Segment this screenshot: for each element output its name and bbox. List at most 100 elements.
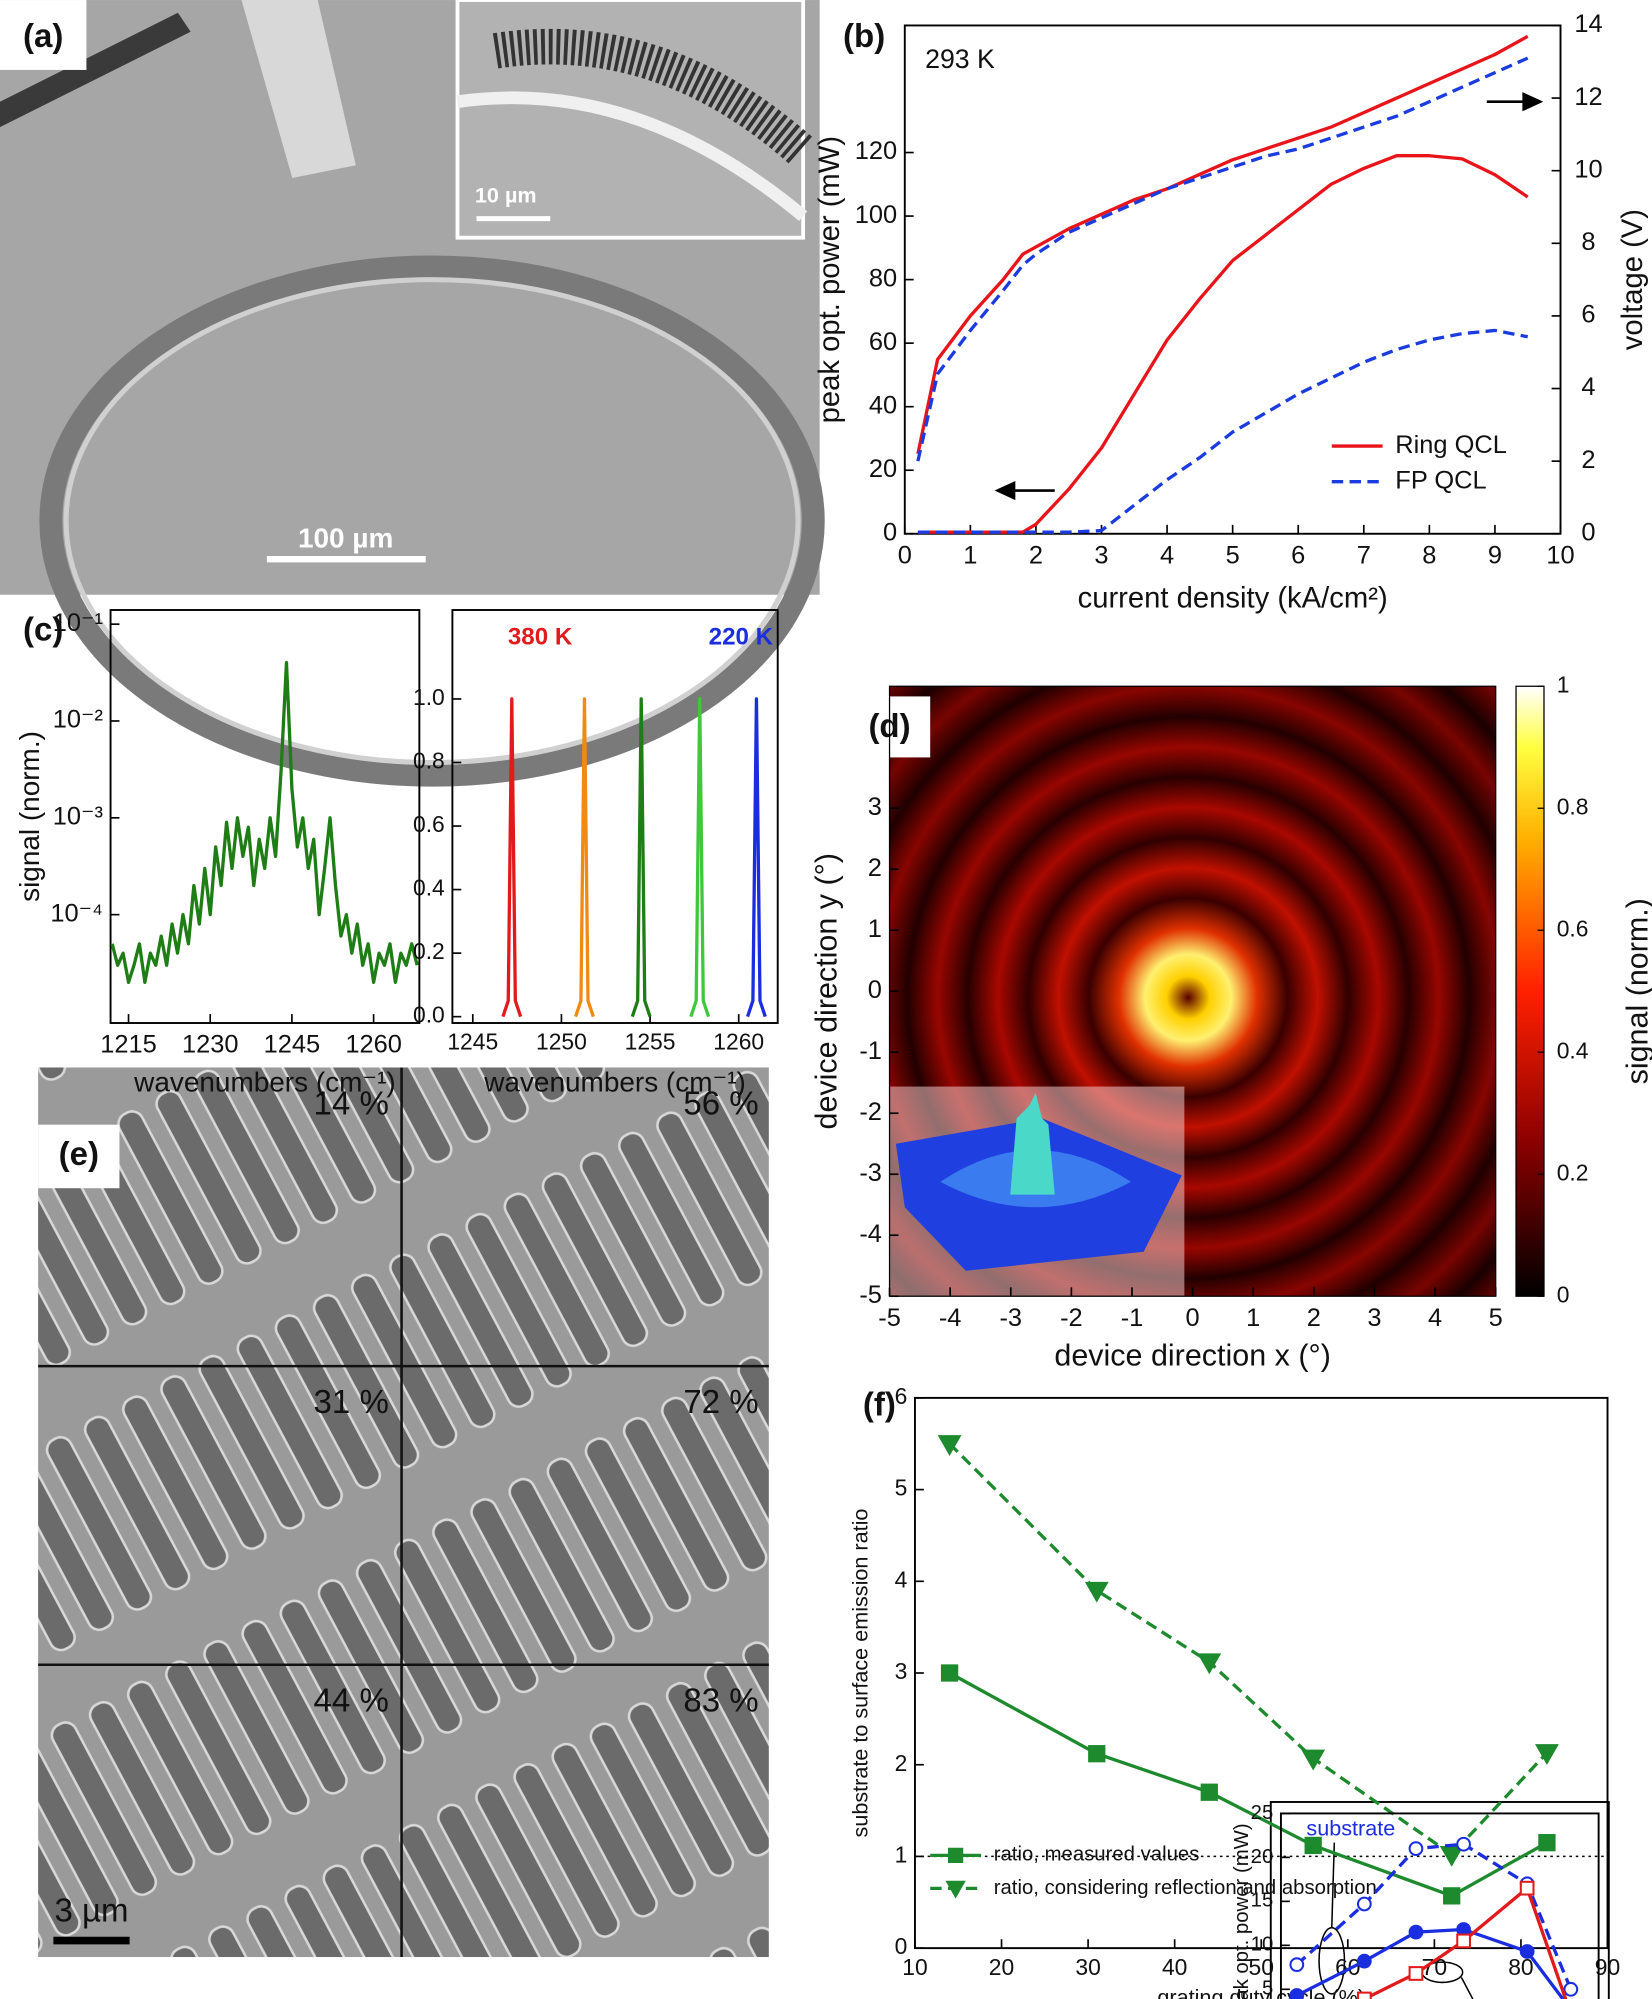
x-tick-label: -5 <box>878 1304 901 1332</box>
duty-cycle-label: 83 % <box>683 1683 758 1720</box>
scale-bar-label: 100 µm <box>298 523 393 554</box>
y-axis-title: signal (norm.) <box>14 731 45 902</box>
x-tick-label: 20 <box>989 1954 1014 1980</box>
y2-tick-label: 4 <box>1581 373 1595 401</box>
y-tick-label: 25 <box>1251 1802 1274 1824</box>
x-tick-label: 1245 <box>447 1029 498 1055</box>
y-tick-label: 0.0 <box>413 1002 445 1028</box>
series-line <box>1295 1842 1573 1990</box>
y2-axis-title: voltage (V) <box>1617 209 1649 350</box>
panel-label-box <box>38 1124 120 1189</box>
marker <box>1289 1957 1305 1973</box>
y-tick-label: 60 <box>869 328 897 356</box>
panel-label: (a) <box>23 18 63 55</box>
marker <box>1289 1988 1305 1999</box>
y2-tick-label: 10 <box>1574 155 1602 183</box>
y-tick-label: -1 <box>859 1037 882 1065</box>
marker <box>1519 1944 1535 1959</box>
x-axis-title: wavenumbers (cm⁻¹) <box>483 1066 746 1097</box>
chart-panel: 0 1 2 3 4 5 6 7 8 9 1002040608010012002468101214cu… <box>814 10 1649 614</box>
y-tick-label: 80 <box>869 264 897 292</box>
axis-arrows <box>994 92 1544 501</box>
colorbar-tick-label: 0.8 <box>1557 793 1589 819</box>
y-tick-label: 10⁻⁴ <box>50 899 103 927</box>
y-tick-label: 2 <box>895 1750 908 1776</box>
y-tick-label: -3 <box>859 1159 882 1187</box>
y-tick-label: 1 <box>868 915 882 943</box>
legend-label: ratio, considering reflection and absorp… <box>994 1877 1377 1899</box>
x-tick-label: 1260 <box>713 1029 764 1055</box>
y-axis-title: device direction y (°) <box>810 853 844 1130</box>
marker <box>940 1664 959 1682</box>
x-tick-label: 4 <box>1160 541 1174 569</box>
x-tick-label: -2 <box>1060 1304 1083 1332</box>
plot-frame <box>1279 1812 1600 1999</box>
marker <box>1408 1841 1424 1856</box>
y-tick-label: 5 <box>1262 1978 1273 1999</box>
marker <box>1356 1953 1372 1969</box>
x-tick-label: 30 <box>1075 1954 1100 1980</box>
marker <box>1301 1749 1326 1771</box>
y-axis-title: substrate to surface emission ratio <box>847 1509 872 1838</box>
y-axis-title: peak opt. power (mW) <box>1231 1823 1253 1999</box>
x-tick-label: 7 <box>1357 541 1371 569</box>
series-line <box>948 1442 1549 1857</box>
colorbar-title: signal (norm.) <box>1620 898 1652 1084</box>
y-tick-label: 0 <box>883 518 897 546</box>
legend-label: ratio, measured values <box>994 1844 1200 1866</box>
plot-frame <box>451 609 779 1024</box>
annotation: 380 K <box>508 623 573 650</box>
marker <box>1408 1924 1424 1940</box>
y-tick-label: 0.2 <box>413 938 445 964</box>
colorbar-tick-label: 0 <box>1557 1281 1570 1307</box>
chart-panel: 1020304050607080900510152025grating duty… <box>1231 1802 1600 1999</box>
y2-tick-label: 2 <box>1581 446 1595 474</box>
legend-label: Ring QCL <box>1395 431 1507 459</box>
x-tick-label: 0 <box>1186 1304 1200 1332</box>
colorbar <box>1515 685 1545 1297</box>
x-tick-label: 1255 <box>625 1029 676 1055</box>
duty-cycle-label: 56 % <box>683 1085 758 1122</box>
y2-tick-label: 6 <box>1581 301 1595 329</box>
colorbar-tick-label: 0.4 <box>1557 1037 1589 1063</box>
marker <box>1456 1836 1471 1852</box>
x-tick-label: 3 <box>1094 541 1108 569</box>
series-line <box>746 697 767 1018</box>
marker <box>1356 1991 1372 1999</box>
x-axis-title: wavenumbers (cm⁻¹) <box>133 1066 396 1097</box>
chart-panel: -5 -4 -3 -2 -1 0 1 2 3 4 5 -5 -4 -3 -2 -1 0 1 2 3 device dir… <box>810 671 1652 1372</box>
marker <box>1538 1834 1556 1852</box>
marker <box>1563 1981 1579 1997</box>
x-tick-label: 50 <box>1249 1954 1274 1980</box>
panel-label: (b) <box>843 18 885 55</box>
x-tick-label: 2 <box>1307 1304 1321 1332</box>
x-tick-label: 8 <box>1422 541 1436 569</box>
y-tick-label: 10⁻³ <box>53 803 103 831</box>
y-tick-label: 15 <box>1251 1890 1274 1912</box>
marker <box>937 1435 962 1456</box>
marker <box>1356 1896 1372 1912</box>
marker <box>1084 1581 1109 1603</box>
series-line <box>574 697 595 1018</box>
x-tick-label: 10 <box>1546 541 1574 569</box>
series-line <box>1358 1886 1568 1999</box>
marker <box>1535 1744 1559 1766</box>
x-tick-label: 1245 <box>264 1031 321 1059</box>
legend-marker <box>945 1880 966 1899</box>
x-tick-label: 1 <box>1246 1304 1260 1332</box>
y-tick-label: 40 <box>869 391 897 419</box>
panel-label-box <box>0 0 87 70</box>
y-tick-label: 10⁻¹ <box>53 609 103 637</box>
plot-frame <box>109 609 421 1024</box>
x-tick-label: 4 <box>1428 1304 1442 1332</box>
x-tick-label: 0 <box>898 541 912 569</box>
series-line <box>917 328 1529 534</box>
legend-label: FP QCL <box>1395 466 1486 494</box>
y-tick-label: -4 <box>859 1220 882 1248</box>
y-tick-label: 0 <box>895 1933 908 1959</box>
series-line <box>916 34 1529 455</box>
y-tick-label: 1.0 <box>413 684 445 710</box>
sem-image-a: 100 µm 10 µm <box>0 0 825 787</box>
marker <box>1456 1933 1471 1949</box>
